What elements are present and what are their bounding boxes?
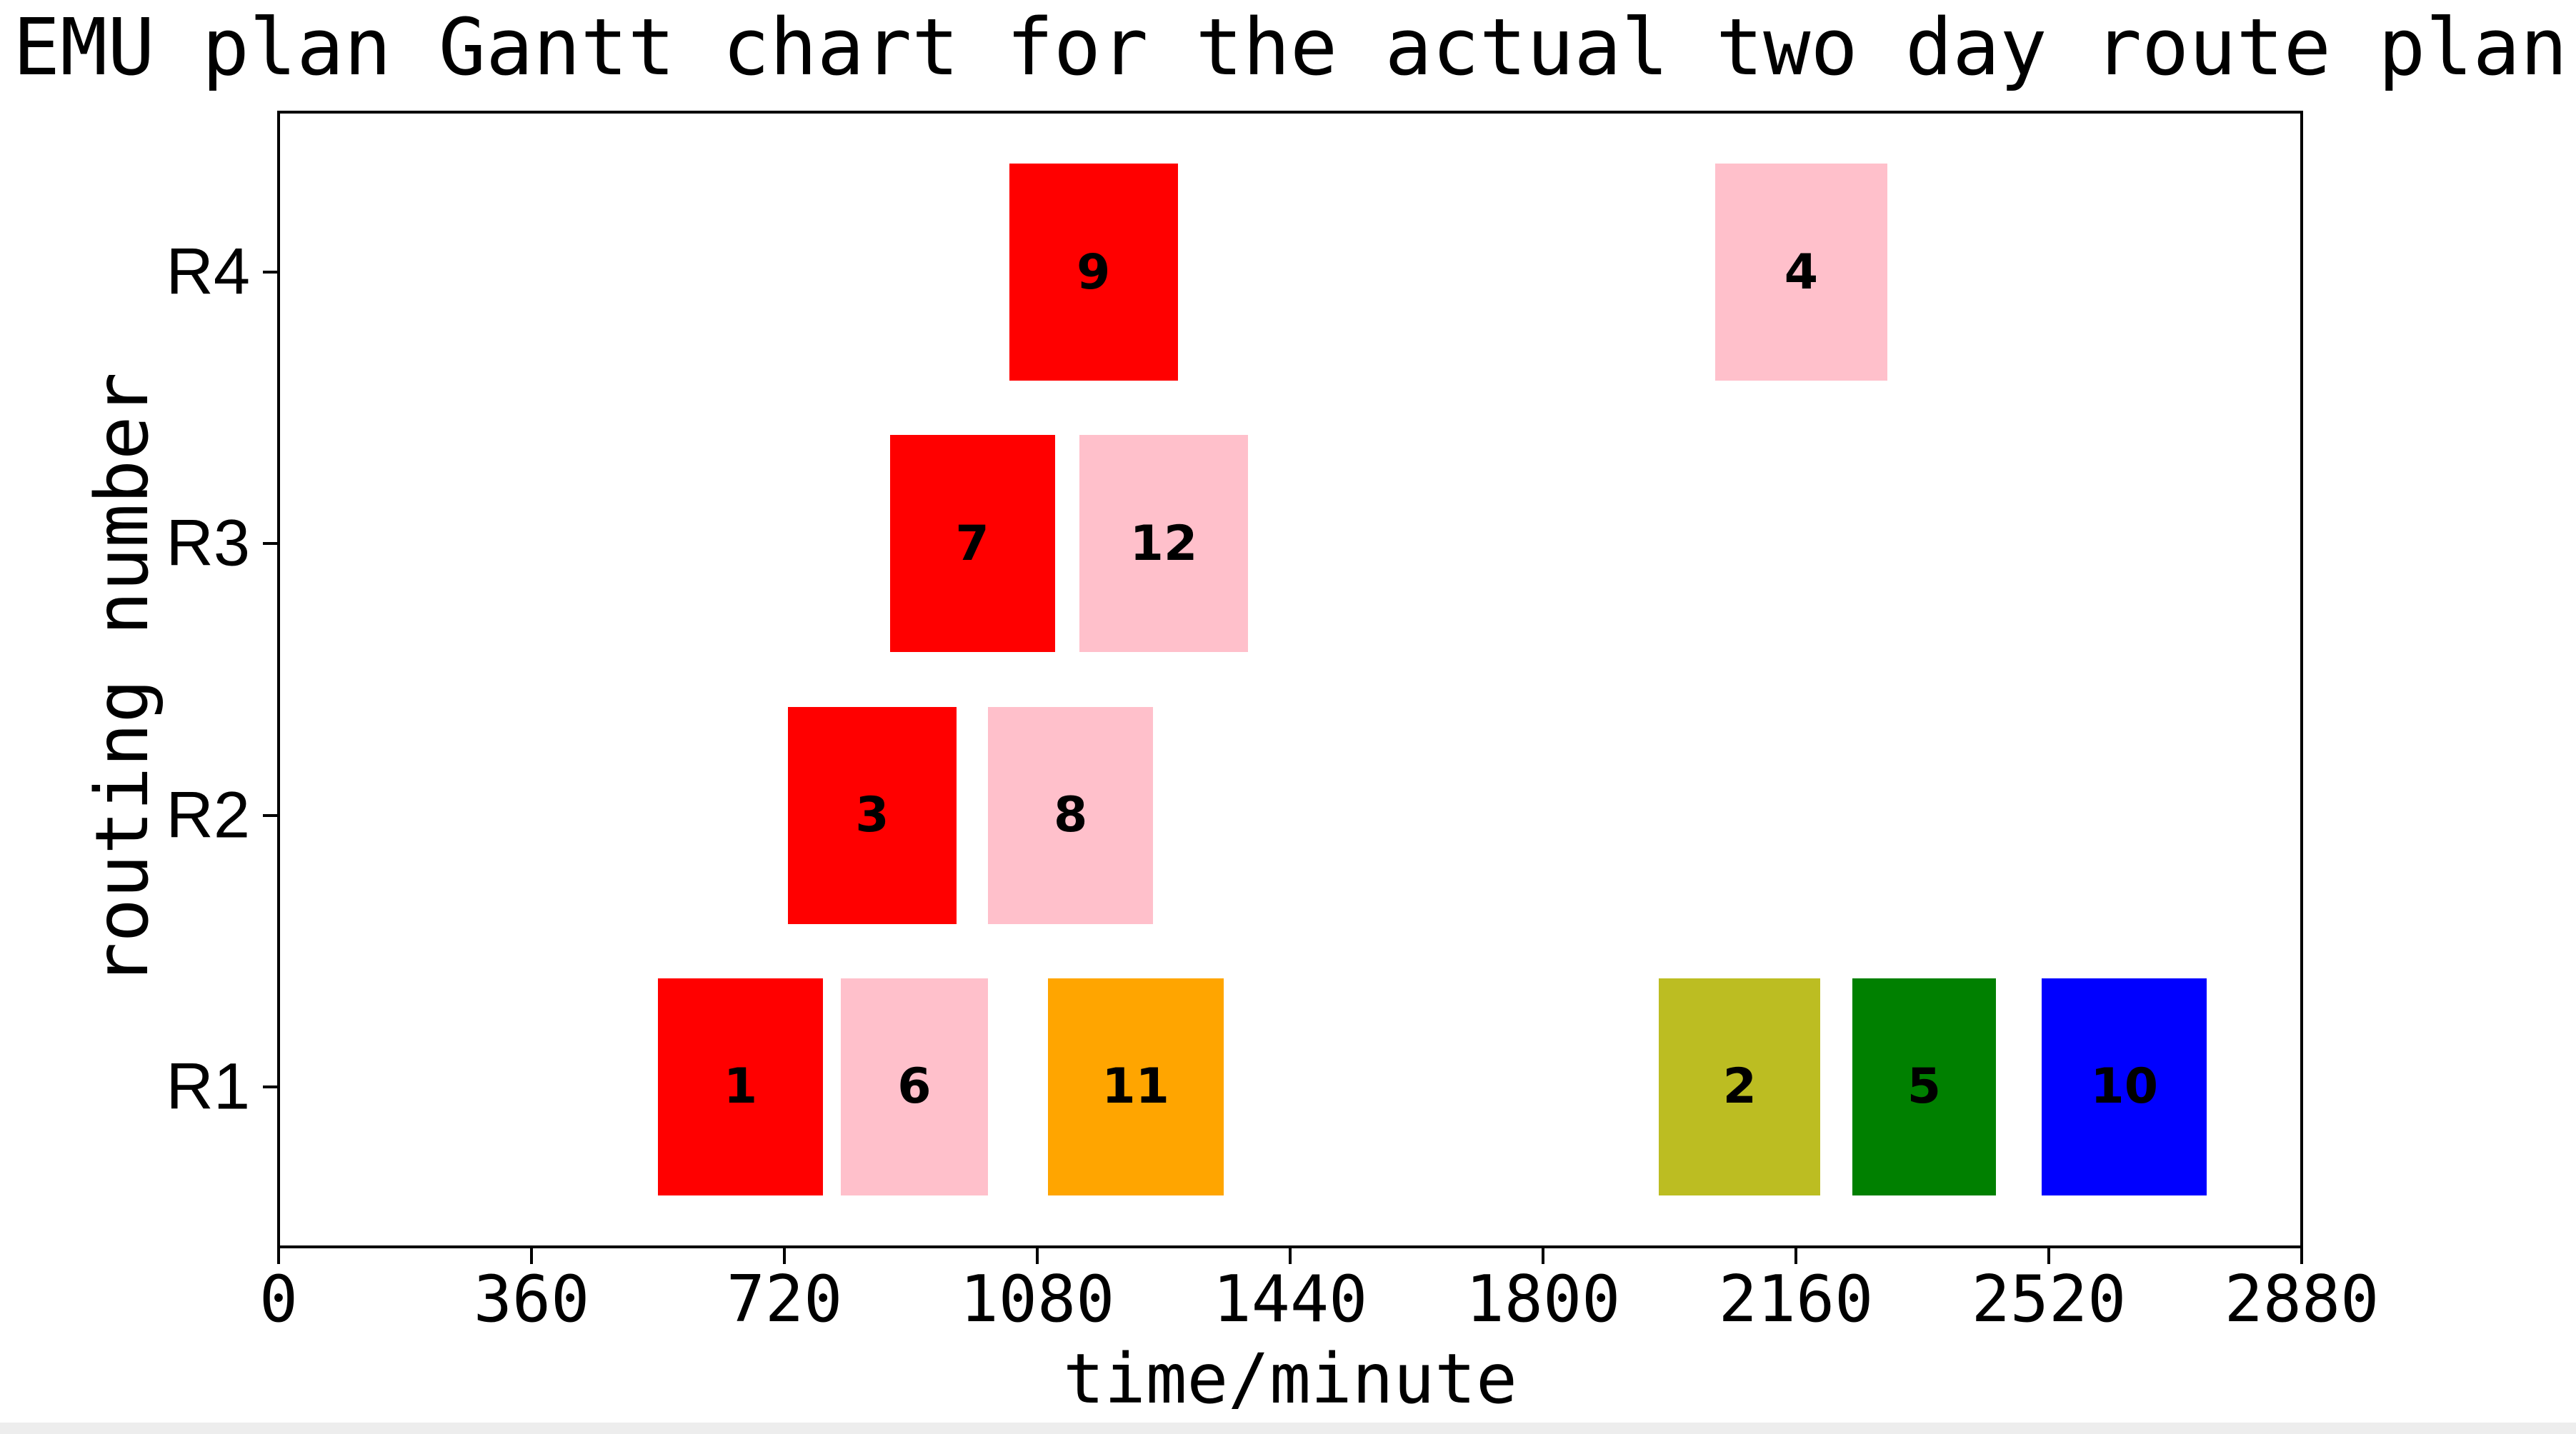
gantt-bar-label: 12 bbox=[1129, 515, 1198, 572]
gantt-bar-label: 3 bbox=[855, 787, 889, 844]
x-tick-label: 0 bbox=[259, 1262, 299, 1337]
x-tick-mark bbox=[2047, 1248, 2050, 1264]
gantt-bar: 5 bbox=[1852, 978, 1997, 1195]
gantt-bar-label: 1 bbox=[723, 1058, 758, 1115]
y-tick-label: R1 bbox=[166, 1050, 250, 1123]
gantt-bar-label: 4 bbox=[1784, 244, 1819, 301]
y-tick-label: R4 bbox=[166, 235, 250, 309]
gantt-bar: 6 bbox=[840, 978, 989, 1195]
y-tick-mark bbox=[263, 813, 279, 817]
x-tick-label: 720 bbox=[726, 1262, 843, 1337]
gantt-bar: 4 bbox=[1714, 164, 1887, 381]
gantt-bar: 12 bbox=[1079, 435, 1248, 653]
bottom-band bbox=[0, 1423, 2576, 1434]
y-tick-label: R3 bbox=[166, 506, 250, 580]
x-tick-label: 360 bbox=[473, 1262, 590, 1337]
gantt-bar: 10 bbox=[2042, 978, 2207, 1195]
x-axis-label: time/minute bbox=[1063, 1339, 1517, 1419]
x-tick-mark bbox=[1289, 1248, 1292, 1264]
x-tick-label: 1440 bbox=[1212, 1262, 1368, 1337]
gantt-bar-label: 8 bbox=[1054, 787, 1088, 844]
y-tick-mark bbox=[263, 1085, 279, 1088]
x-tick-mark bbox=[1542, 1248, 1544, 1264]
gantt-bar-label: 5 bbox=[1907, 1058, 1942, 1115]
x-tick-label: 1080 bbox=[959, 1262, 1115, 1337]
gantt-bar: 7 bbox=[889, 435, 1055, 653]
gantt-bar: 9 bbox=[1009, 164, 1178, 381]
gantt-bar: 11 bbox=[1047, 978, 1224, 1195]
gantt-bar-label: 11 bbox=[1102, 1058, 1169, 1115]
x-tick-mark bbox=[2300, 1248, 2303, 1264]
gantt-bar: 1 bbox=[658, 978, 824, 1195]
y-tick-mark bbox=[263, 271, 279, 274]
x-tick-mark bbox=[530, 1248, 533, 1264]
gantt-bar-label: 9 bbox=[1076, 244, 1111, 301]
y-tick-label: R2 bbox=[166, 778, 250, 852]
plot-area bbox=[277, 111, 2303, 1248]
x-tick-mark bbox=[277, 1248, 280, 1264]
x-tick-mark bbox=[783, 1248, 786, 1264]
gantt-bar: 2 bbox=[1659, 978, 1821, 1195]
x-tick-mark bbox=[1794, 1248, 1797, 1264]
gantt-bar: 3 bbox=[787, 706, 957, 924]
gantt-bar: 8 bbox=[988, 706, 1154, 924]
gantt-bar-label: 10 bbox=[2090, 1058, 2159, 1115]
gantt-bar-label: 2 bbox=[1722, 1058, 1757, 1115]
x-tick-label: 1800 bbox=[1465, 1262, 1621, 1337]
x-tick-label: 2880 bbox=[2224, 1262, 2380, 1337]
y-axis-label: routing number bbox=[80, 372, 165, 986]
x-tick-label: 2520 bbox=[1971, 1262, 2127, 1337]
y-tick-mark bbox=[263, 542, 279, 546]
gantt-bar-label: 6 bbox=[897, 1058, 932, 1115]
x-tick-mark bbox=[1036, 1248, 1039, 1264]
gantt-bar-label: 7 bbox=[955, 515, 989, 572]
x-tick-label: 2160 bbox=[1718, 1262, 1874, 1337]
chart-title: EMU plan Gantt chart for the actual two … bbox=[12, 1, 2568, 93]
